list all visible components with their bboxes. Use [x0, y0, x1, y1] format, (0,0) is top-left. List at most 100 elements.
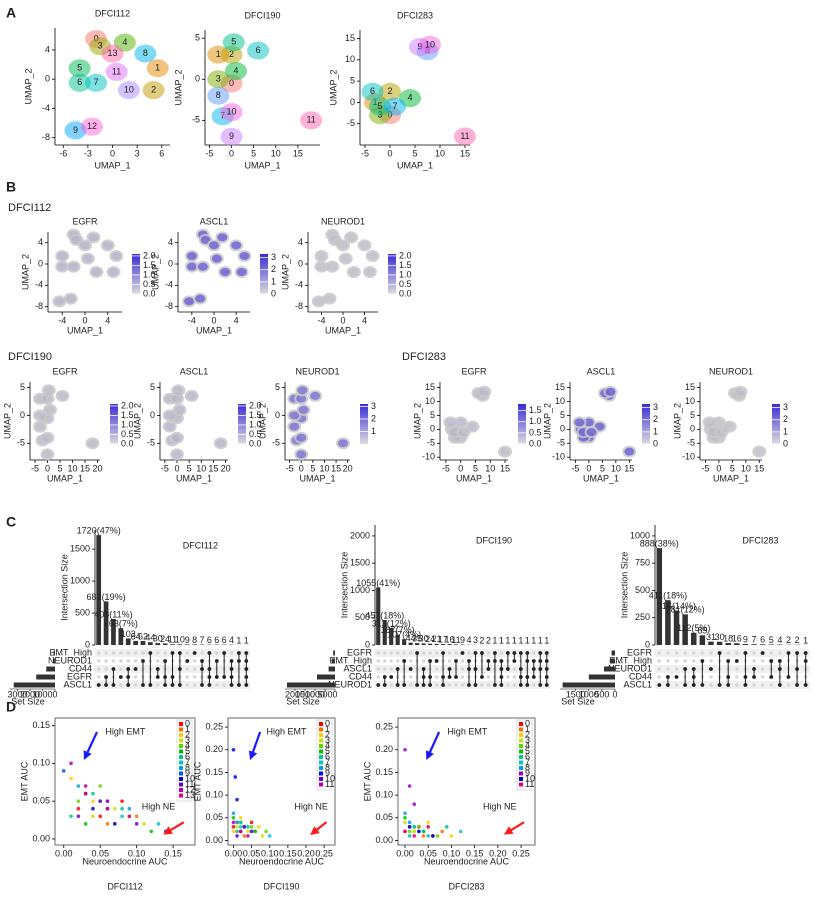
point	[134, 814, 139, 819]
set-name: EGFR	[67, 671, 93, 681]
point	[449, 834, 454, 838]
matrix-dot-empty	[389, 683, 393, 687]
matrix-dot-empty	[709, 683, 713, 687]
colorbar-tick-label: 0.5	[399, 279, 412, 289]
x-tick-label: 4	[105, 315, 110, 325]
bar-value-label: 187(7%)	[381, 625, 415, 635]
x-tick-label: 0	[586, 463, 591, 473]
expression-cloud	[65, 294, 76, 303]
x-tick-label: -3	[84, 148, 92, 158]
set-size-bar	[36, 674, 55, 680]
legend-label: 7	[185, 757, 190, 767]
bar-value-label: 10	[175, 635, 185, 645]
matrix-dot-empty	[185, 683, 189, 687]
legend-swatch	[519, 744, 523, 748]
y-tick-label: 4	[168, 237, 173, 247]
matrix-dot	[200, 667, 204, 671]
y-tick-label: 0	[350, 97, 355, 107]
x-tick-label: 0.20	[489, 848, 507, 858]
matrix-dot	[777, 667, 782, 671]
point	[242, 825, 247, 829]
point	[134, 822, 139, 826]
matrix-dot-empty	[752, 659, 756, 663]
matrix-dot-empty	[111, 659, 116, 663]
legend-label: 4	[325, 741, 330, 751]
legend-swatch	[319, 766, 323, 770]
matrix-dot	[111, 667, 116, 671]
x-tick-label: 10	[196, 463, 206, 473]
matrix-dot-empty	[657, 667, 662, 671]
cell-cloud	[733, 385, 748, 398]
cluster-label: 9	[73, 125, 78, 135]
intersection-bar	[768, 644, 775, 645]
arrow-ne	[503, 821, 525, 835]
matrix-dot	[544, 651, 549, 655]
matrix-dot	[382, 683, 387, 687]
expression-cloud	[172, 450, 182, 459]
x-tick-label: 0.20	[297, 848, 315, 858]
matrix-dot	[163, 683, 168, 687]
y-tick-label: 1000	[70, 575, 90, 585]
point	[238, 815, 243, 820]
set-tick-label: 1000	[32, 689, 52, 699]
point	[105, 822, 110, 826]
plot-frame	[397, 717, 536, 846]
colorbar-tick-label: 2.0	[399, 250, 412, 260]
chart-title: EGFR	[72, 216, 98, 226]
point	[69, 776, 73, 781]
matrix-dot	[499, 683, 504, 687]
point	[91, 799, 95, 803]
bar-value-label: 1	[236, 635, 241, 645]
cluster-label: 4	[407, 93, 412, 103]
cluster-label: 8	[143, 48, 148, 58]
cell-cloud	[314, 260, 329, 273]
set-tick-label: 1500	[566, 689, 586, 699]
x-tick-label: -5	[161, 463, 169, 473]
matrix-dot	[795, 667, 799, 671]
matrix-dot-empty	[408, 651, 413, 655]
matrix-dot	[786, 675, 791, 679]
expression-cloud	[43, 386, 54, 395]
x-tick-label: 0.10	[261, 848, 279, 858]
point	[417, 825, 421, 829]
y-tick-label: 10	[685, 396, 695, 406]
cluster-cloud	[146, 59, 169, 78]
legend-label: 9	[325, 768, 330, 778]
y-tick-label: 15	[685, 382, 695, 392]
cell-cloud	[311, 295, 326, 308]
bar-value-label: 5	[769, 635, 774, 645]
matrix-dot-empty	[111, 651, 116, 655]
x-tick-label: 20	[221, 463, 231, 473]
matrix-dot-empty	[486, 683, 491, 687]
x-tick-label: 15	[460, 148, 470, 158]
colorbar-tick-label: 1.0	[249, 419, 262, 429]
cluster-label: 5	[231, 37, 236, 47]
bar-value-label: 7	[752, 635, 757, 645]
cluster-cloud	[247, 41, 270, 60]
legend-swatch	[319, 760, 323, 765]
cell-cloud	[41, 384, 56, 397]
matrix-dot	[499, 667, 504, 671]
x-tick-label: 0.15	[164, 848, 182, 858]
legend-label: 12	[185, 785, 195, 795]
colorbar	[772, 404, 780, 444]
y-axis-label: UMAP_2	[280, 254, 290, 290]
legend-swatch	[179, 738, 183, 743]
matrix-dot	[244, 675, 249, 679]
legend-label: 11	[185, 779, 194, 789]
cluster-cloud	[207, 70, 230, 89]
cluster-label: 3	[216, 74, 221, 84]
matrix-dot	[177, 667, 182, 671]
legend-label: 2	[525, 730, 530, 740]
matrix-dot-empty	[126, 659, 130, 663]
x-tick-label: 0.05	[243, 848, 261, 858]
matrix-dot-empty	[402, 651, 406, 655]
x-axis-label: Neuroendocrine AUC	[424, 856, 510, 866]
y-tick-label: 0.10	[205, 789, 223, 799]
matrix-dot	[691, 675, 696, 679]
bar-value-label: 2	[795, 635, 800, 645]
y-axis-label: EMT AUC	[19, 761, 29, 801]
y-axis-label: UMAP_2	[173, 69, 183, 105]
y-axis-label: UMAP_2	[150, 254, 160, 290]
matrix-dot-empty	[769, 651, 773, 655]
